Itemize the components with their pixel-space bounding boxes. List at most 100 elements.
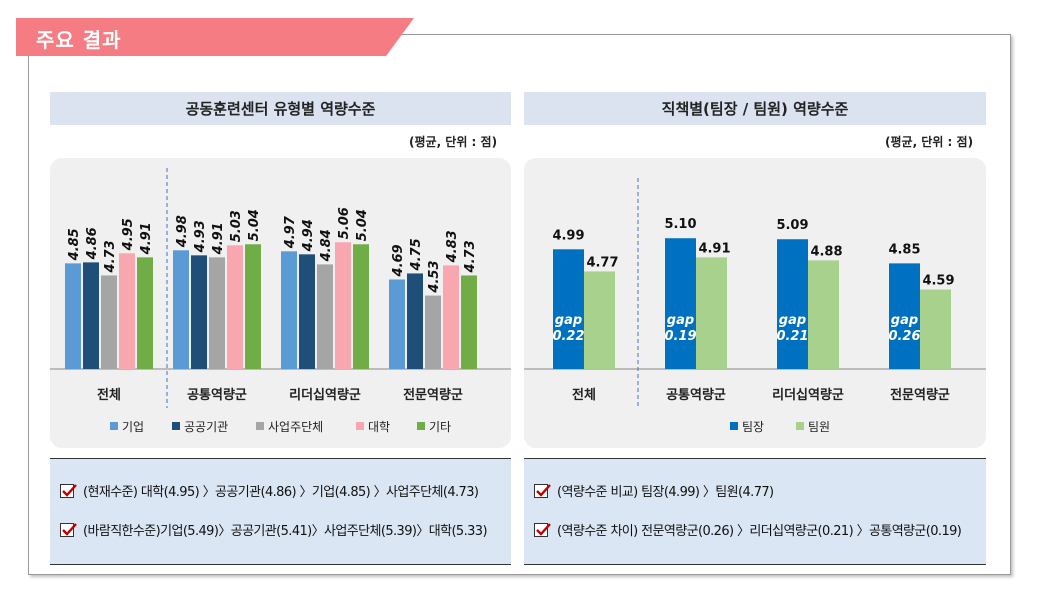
- data-label-1-1: 4.93: [193, 220, 208, 253]
- legend-swatch-0: [110, 422, 118, 430]
- gap-label-3: gap: [891, 313, 918, 328]
- gap-value-2: 0.21: [776, 329, 808, 344]
- right-chart: 4.99 4.77 gap 0.22 전체 5.10 4.91 gap 0.19 공통역량군 5.0…: [524, 158, 986, 448]
- legend-label-1: 팀원: [808, 420, 830, 434]
- section-title-tab: 주요 결과: [16, 18, 414, 56]
- bar-0-1: [83, 262, 99, 369]
- category-label-3: 전문역량군: [890, 387, 950, 403]
- data-label-0-3: 4.95: [121, 218, 136, 251]
- bar-1-1: [191, 255, 207, 369]
- bar-0-0: [553, 249, 584, 369]
- legend-label-0: 기업: [122, 420, 144, 434]
- gap-label-1: gap: [667, 313, 694, 328]
- data-label-0-1: 4.86: [85, 227, 100, 260]
- data-label-1-0: 5.10: [664, 217, 696, 232]
- bar-2-2: [317, 264, 333, 369]
- data-label-3-0: 4.85: [888, 242, 920, 257]
- bar-1-0: [665, 238, 696, 369]
- bar-2-4: [353, 244, 369, 369]
- checkbox-icon: [60, 522, 77, 537]
- data-label-1-3: 5.03: [229, 210, 244, 242]
- data-label-0-0: 4.99: [552, 228, 584, 243]
- data-label-2-4: 5.04: [355, 209, 370, 241]
- legend-swatch-2: [256, 422, 264, 430]
- bar-0-3: [119, 253, 135, 369]
- bar-0-2: [101, 275, 117, 369]
- data-label-0-1: 4.77: [586, 255, 618, 270]
- category-label-3: 전문역량군: [403, 387, 463, 403]
- bar-0-0: [65, 263, 81, 369]
- data-label-1-0: 4.98: [175, 215, 190, 248]
- right-note-1: (역량수준 비교) 팀장(4.99) 〉팀원(4.77): [534, 481, 774, 500]
- legend-label-0: 팀장: [742, 420, 764, 434]
- bar-3-3: [443, 265, 459, 369]
- data-label-2-0: 4.97: [283, 215, 298, 249]
- right-notes: (역량수준 비교) 팀장(4.99) 〉팀원(4.77) (역량수준 차이) 전…: [524, 458, 986, 565]
- section-title: 주요 결과: [36, 28, 122, 52]
- data-label-2-1: 4.94: [301, 219, 316, 252]
- legend-label-3: 대학: [368, 420, 390, 434]
- bar-2-1: [299, 254, 315, 369]
- bar-2-0: [281, 251, 297, 369]
- bar-0-4: [137, 257, 153, 369]
- bar-3-1: [407, 273, 423, 369]
- legend-swatch-3: [356, 422, 364, 430]
- bar-1-0: [173, 250, 189, 369]
- checkbox-icon: [534, 483, 551, 498]
- checkbox-icon: [60, 483, 77, 498]
- category-label-0: 전체: [572, 387, 596, 403]
- left-notes: (현재수준) 대학(4.95) 〉공공기관(4.86) 〉기업(4.85) 〉사…: [50, 458, 511, 565]
- left-panel-heading: 공동훈련센터 유형별 역량수준: [50, 92, 511, 125]
- gap-value-1: 0.19: [664, 329, 696, 344]
- data-label-0-4: 4.91: [139, 222, 154, 255]
- right-unit-label: (평균, 단위 : 점): [885, 135, 974, 149]
- bar-1-1: [696, 257, 727, 369]
- left-note-2-text: (바람직한수준)기업(5.49)〉공공기관(5.41)〉사업주단체(5.39)〉…: [83, 524, 488, 539]
- left-chart: 4.85 4.86 4.73 4.95 4.91 전체 4.98 4.93 4.91 5.03 5.…: [50, 158, 511, 448]
- category-label-1: 공통역량군: [666, 387, 726, 403]
- checkbox-icon: [534, 522, 551, 537]
- left-unit-label: (평균, 단위 : 점): [409, 135, 498, 149]
- right-panel-heading: 직책별(팀장 / 팀원) 역량수준: [524, 92, 986, 125]
- bar-1-4: [245, 244, 261, 369]
- bar-3-4: [461, 275, 477, 369]
- bar-2-0: [777, 239, 808, 369]
- bar-1-3: [227, 245, 243, 369]
- data-label-2-1: 4.88: [810, 244, 842, 259]
- legend-swatch-1: [172, 422, 180, 430]
- category-label-2: 리더십역량군: [289, 387, 361, 403]
- right-note-2-text: (역량수준 차이) 전문역량군(0.26) 〉리더십역량군(0.21) 〉공통역…: [557, 524, 962, 539]
- data-label-2-2: 4.84: [319, 229, 334, 262]
- legend-swatch-0: [730, 422, 738, 430]
- category-label-1: 공통역량군: [187, 387, 247, 403]
- right-note-2: (역량수준 차이) 전문역량군(0.26) 〉리더십역량군(0.21) 〉공통역…: [534, 520, 962, 539]
- legend-label-4: 기타: [429, 420, 451, 434]
- right-note-1-text: (역량수준 비교) 팀장(4.99) 〉팀원(4.77): [557, 485, 774, 500]
- gap-value-3: 0.26: [888, 329, 920, 344]
- data-label-2-0: 5.09: [776, 218, 808, 233]
- bar-0-1: [584, 271, 615, 369]
- left-note-2: (바람직한수준)기업(5.49)〉공공기관(5.41)〉사업주단체(5.39)〉…: [60, 520, 488, 539]
- bar-1-2: [209, 257, 225, 369]
- bar-3-0: [889, 263, 920, 369]
- data-label-2-3: 5.06: [337, 207, 352, 239]
- legend-swatch-4: [417, 422, 425, 430]
- data-label-3-4: 4.73: [463, 240, 478, 273]
- data-label-1-4: 5.04: [247, 209, 262, 241]
- bar-3-2: [425, 295, 441, 369]
- left-note-1-text: (현재수준) 대학(4.95) 〉공공기관(4.86) 〉기업(4.85) 〉사…: [83, 485, 479, 500]
- bar-3-1: [920, 289, 951, 369]
- gap-label-0: gap: [555, 313, 582, 328]
- gap-value-0: 0.22: [552, 329, 584, 344]
- data-label-0-0: 4.85: [67, 228, 82, 261]
- data-label-1-1: 4.91: [698, 241, 730, 256]
- legend-label-1: 공공기관: [184, 420, 228, 434]
- data-label-3-3: 4.83: [445, 230, 460, 263]
- bar-3-0: [389, 279, 405, 369]
- bar-2-3: [335, 242, 351, 369]
- gap-label-2: gap: [779, 313, 806, 328]
- bar-2-1: [808, 260, 839, 369]
- data-label-1-2: 4.91: [211, 222, 226, 255]
- legend-label-2: 사업주단체: [268, 420, 323, 434]
